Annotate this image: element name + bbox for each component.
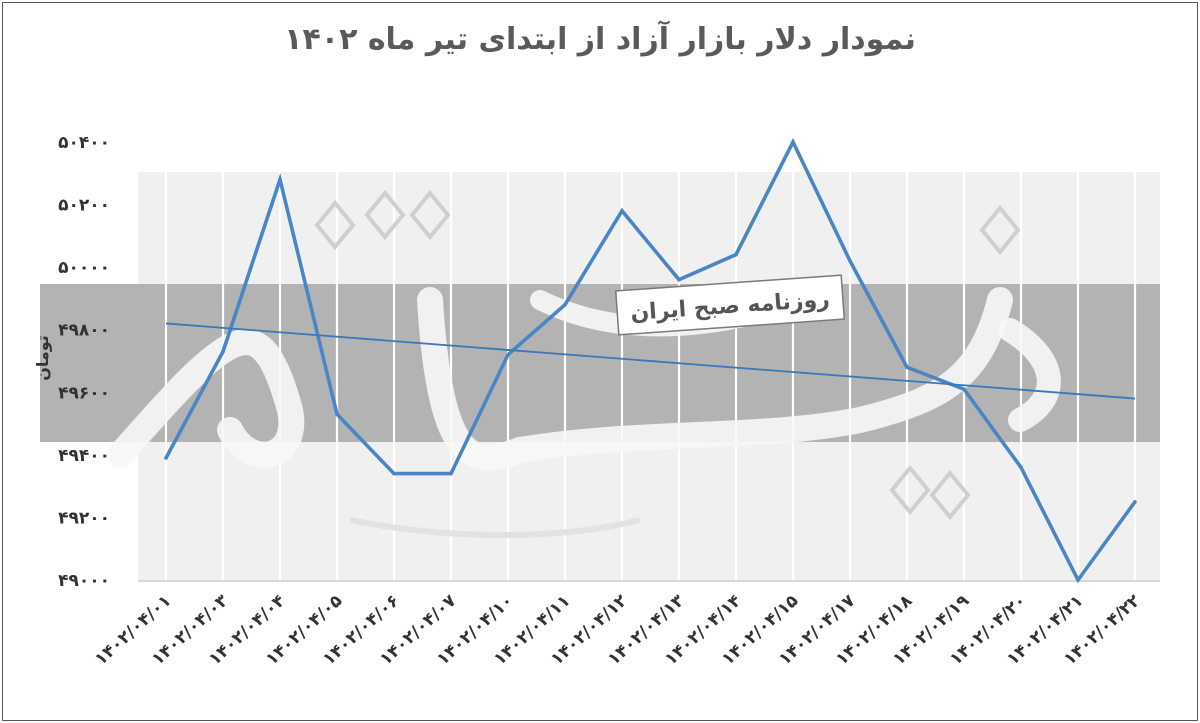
y-tick-labels: ۴۹۰۰۰ ۴۹۲۰۰ ۴۹۴۰۰ ۴۹۶۰۰ ۴۹۸۰۰ ۵۰۰۰۰ ۵۰۲۰۰ ۵۰۴۰۰ xyxy=(58,133,110,591)
logo-dot xyxy=(314,199,356,251)
logo-stroke xyxy=(998,318,1061,432)
y-tick-label: ۵۰۲۰۰ xyxy=(58,196,110,216)
watermark-label-frame xyxy=(614,274,846,336)
data-point xyxy=(1076,578,1080,582)
data-point xyxy=(848,259,852,263)
data-point xyxy=(791,140,795,144)
y-tick-label: ۴۹۶۰۰ xyxy=(58,383,110,403)
data-point xyxy=(677,277,681,282)
logo-stroke xyxy=(417,287,1013,471)
chart-title: نمودار دلار بازار آزاد از ابتدای تیر ماه… xyxy=(284,22,916,57)
y-tick-label: ۴۹۸۰۰ xyxy=(58,321,110,341)
series-line xyxy=(164,137,1137,584)
y-tick-label: ۴۹۲۰۰ xyxy=(58,508,110,528)
y-tick-label: ۵۰۴۰۰ xyxy=(58,133,110,153)
data-point xyxy=(620,209,624,213)
x-tick-labels: ۱۴۰۲/۰۴/۰۱۱۴۰۲/۰۴/۰۳۱۴۰۲/۰۴/۰۴۱۴۰۲/۰۴/۰۵… xyxy=(91,590,1145,669)
data-point xyxy=(164,456,168,460)
y-axis-label: تومان xyxy=(33,335,52,381)
y-tick-label: ۴۹۴۰۰ xyxy=(58,446,110,466)
trendline xyxy=(165,322,1136,400)
logo-dot xyxy=(979,204,1021,256)
series-layer xyxy=(164,137,1137,584)
data-point xyxy=(1133,499,1137,504)
data-point xyxy=(506,352,510,357)
data-point xyxy=(449,471,453,476)
data-point xyxy=(734,252,738,257)
data-point xyxy=(1019,465,1023,470)
logo-stroke xyxy=(349,517,641,538)
y-tick-label: ۴۹۰۰۰ xyxy=(58,571,110,591)
data-point xyxy=(563,302,567,307)
logo-dot xyxy=(409,189,451,241)
data-point xyxy=(962,387,966,391)
watermark-label-box: روزنامه صبح ایران xyxy=(614,274,846,336)
data-point xyxy=(221,349,225,354)
data-point xyxy=(905,365,909,370)
data-point xyxy=(392,471,396,476)
logo-dot xyxy=(364,189,406,241)
data-point xyxy=(335,412,339,416)
logo-dot xyxy=(889,464,931,516)
logo-dot xyxy=(929,469,971,521)
y-tick-label: ۵۰۰۰۰ xyxy=(58,258,110,278)
logo-stroke xyxy=(107,329,305,468)
watermark: روزنامه صبح ایران xyxy=(107,189,1061,538)
data-point xyxy=(278,177,282,182)
trendline-layer xyxy=(165,322,1136,400)
